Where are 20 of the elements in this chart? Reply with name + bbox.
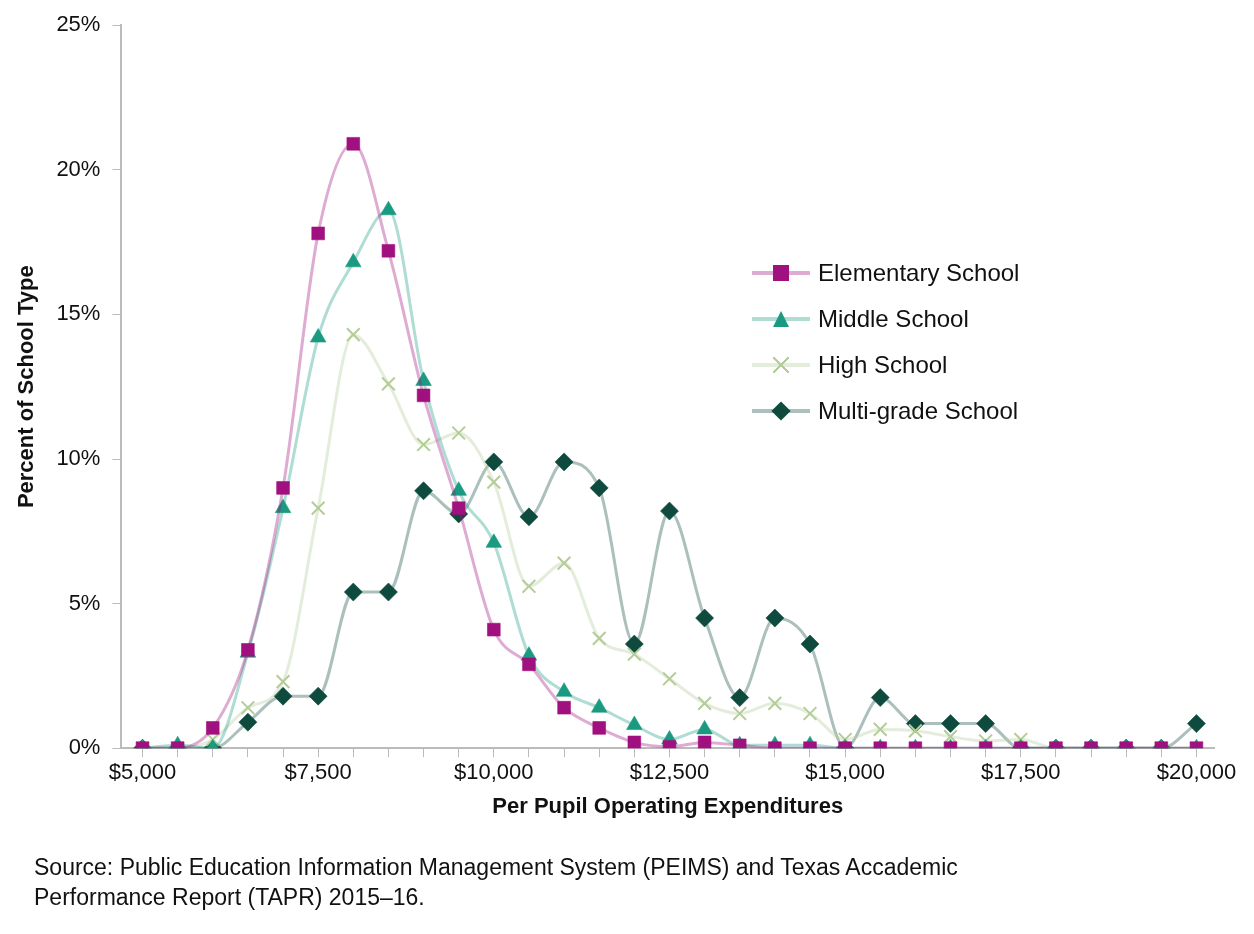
x-tick-label: $20,000 (1156, 759, 1237, 785)
y-tick-label: 0% (68, 734, 101, 760)
x-tick-label: $10,000 (454, 759, 534, 785)
legend-label: Multi-grade School (818, 397, 1019, 425)
source-note: Source: Public Education Information Management System (PEIMS) and Texas Accademic Performance Report (TAPR) 2015–16. (34, 853, 959, 912)
x-tick-label: $17,500 (981, 759, 1061, 785)
x-tick-label: $15,000 (805, 759, 885, 785)
y-tick-label: 25% (56, 11, 101, 37)
y-axis-title: Percent of School Type (13, 265, 39, 509)
x-tick-label: $5,000 (108, 759, 177, 785)
y-tick-label: 10% (56, 445, 101, 471)
legend-label: High School (818, 351, 948, 379)
legend-label: Middle School (818, 305, 969, 333)
x-tick-label: $7,500 (284, 759, 352, 785)
y-tick-label: 20% (56, 155, 101, 181)
legend-label: Elementary School (818, 259, 1020, 287)
y-tick-label: 5% (68, 589, 101, 615)
x-axis-title: Per Pupil Operating Expenditures (492, 792, 844, 818)
x-tick-label: $12,500 (629, 759, 710, 785)
y-tick-label: 15% (56, 300, 101, 326)
